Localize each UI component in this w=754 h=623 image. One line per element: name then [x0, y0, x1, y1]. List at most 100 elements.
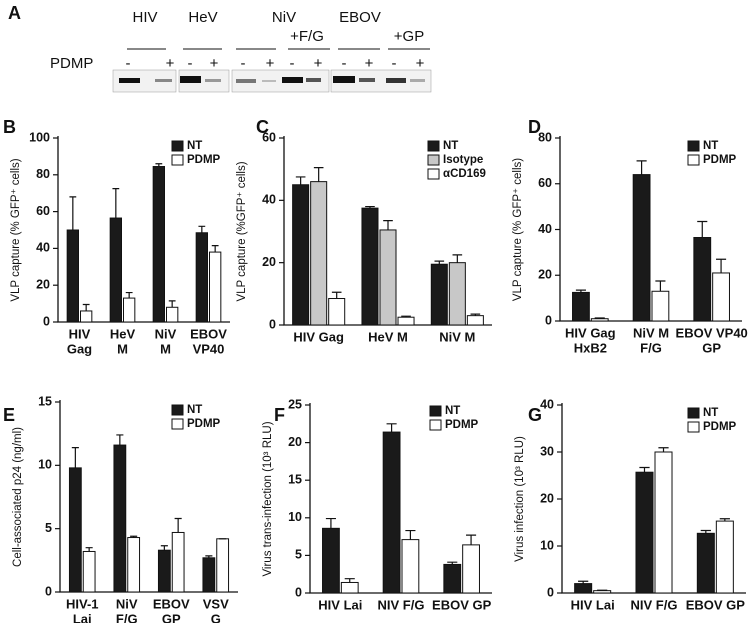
bar	[574, 583, 593, 594]
y-tick-label: 60	[262, 130, 276, 144]
legend-swatch	[427, 154, 440, 166]
error-bar	[578, 580, 589, 584]
panel-letter: D	[528, 117, 541, 137]
error-bar	[155, 163, 163, 167]
error-bar	[594, 317, 605, 319]
bar	[80, 310, 93, 323]
y-tick-label: 0	[43, 314, 50, 328]
x-tick-label: HIV Gag	[293, 329, 344, 344]
bar	[651, 290, 670, 322]
blot-sign: +	[210, 55, 219, 72]
bar	[397, 316, 415, 326]
y-tick-label: 80	[538, 130, 552, 144]
blot-sign: +	[266, 55, 275, 72]
legend-label: NT	[443, 140, 458, 152]
error-bar	[386, 423, 397, 433]
panel-letter: B	[3, 117, 16, 137]
blot-sign: -	[241, 55, 246, 72]
blot-group: HeV	[188, 9, 217, 26]
error-bar	[331, 291, 342, 299]
panel-letter: C	[256, 117, 269, 137]
bar	[202, 557, 216, 593]
x-tick-label: VP40	[193, 341, 225, 356]
blot-sign: -	[290, 55, 295, 72]
error-bar	[658, 447, 669, 452]
y-tick-label: 80	[36, 167, 50, 181]
error-bar	[85, 547, 93, 552]
x-tick-label: GP	[702, 340, 721, 355]
legend-label: PDMP	[703, 154, 737, 166]
error-bar	[700, 529, 711, 534]
x-tick-label: HeV M	[368, 329, 408, 344]
bar	[292, 184, 310, 326]
bar	[696, 532, 715, 594]
bar	[310, 181, 328, 326]
error-bar	[174, 517, 182, 533]
y-tick-label: 15	[38, 394, 52, 408]
error-bar	[313, 167, 324, 182]
blot-sign: -	[392, 55, 397, 72]
bar	[66, 229, 79, 323]
blot-sign: -	[188, 55, 193, 72]
legend-swatch	[687, 421, 700, 433]
x-tick-label: NIV F/G	[631, 597, 678, 612]
y-tick-label: 5	[295, 548, 302, 562]
y-tick-label: 0	[545, 313, 552, 327]
y-tick-label: 40	[262, 193, 276, 207]
legend-swatch	[687, 140, 700, 152]
blot-sign: +	[314, 55, 323, 72]
x-tick-label: HIV Lai	[318, 597, 362, 612]
error-bar	[452, 254, 463, 263]
y-axis-label: Virus trans-infection (10³ RLU)	[262, 421, 274, 576]
x-tick-label: NiV M	[633, 325, 669, 340]
error-bar	[719, 518, 730, 522]
legend-swatch	[427, 168, 440, 180]
legend-label: PDMP	[187, 418, 221, 430]
legend-label: NT	[445, 405, 460, 417]
error-bar	[470, 313, 481, 316]
x-tick-label: EBOV	[190, 326, 227, 341]
error-bar	[160, 545, 168, 551]
legend-swatch	[687, 407, 700, 419]
legend-swatch	[429, 405, 442, 417]
bar	[127, 537, 141, 593]
legend-label: PDMP	[187, 154, 221, 166]
bar	[82, 550, 96, 593]
bar	[361, 207, 379, 326]
legend-label: NT	[703, 140, 718, 152]
panel-letter: G	[528, 405, 542, 425]
error-bar	[716, 258, 727, 273]
bar	[123, 297, 136, 323]
error-bar	[198, 225, 206, 233]
bar	[712, 272, 730, 322]
bar	[328, 298, 346, 326]
x-tick-label: VSV	[203, 596, 229, 611]
y-tick-label: 0	[547, 585, 554, 599]
x-tick-label: HxB2	[574, 340, 607, 355]
legend-label: NT	[187, 140, 202, 152]
legend-label: PDMP	[703, 421, 737, 433]
x-tick-label: NiV	[155, 326, 177, 341]
y-tick-label: 10	[288, 510, 302, 524]
legend-swatch	[171, 404, 184, 416]
x-tick-label: EBOV VP40	[676, 325, 748, 340]
x-tick-label: Gag	[67, 341, 92, 356]
bar	[693, 237, 712, 322]
x-tick-label: HIV-1	[66, 596, 99, 611]
y-axis-label: Virus infection (10³ RLU)	[514, 436, 526, 562]
legend-label: NT	[703, 407, 718, 419]
bar	[340, 581, 359, 594]
y-tick-label: 25	[288, 397, 302, 411]
bar	[715, 520, 734, 594]
blot-sign: +	[365, 55, 374, 72]
legend-swatch	[687, 154, 700, 166]
blot-sign: +	[166, 55, 175, 72]
bar	[216, 538, 230, 593]
legend-swatch	[427, 140, 440, 152]
error-bar	[575, 289, 586, 293]
error-bar	[636, 160, 647, 175]
x-tick-label: EBOV	[153, 596, 190, 611]
error-bar	[447, 561, 458, 565]
bar	[572, 291, 590, 322]
panel-letter: A	[8, 3, 21, 23]
